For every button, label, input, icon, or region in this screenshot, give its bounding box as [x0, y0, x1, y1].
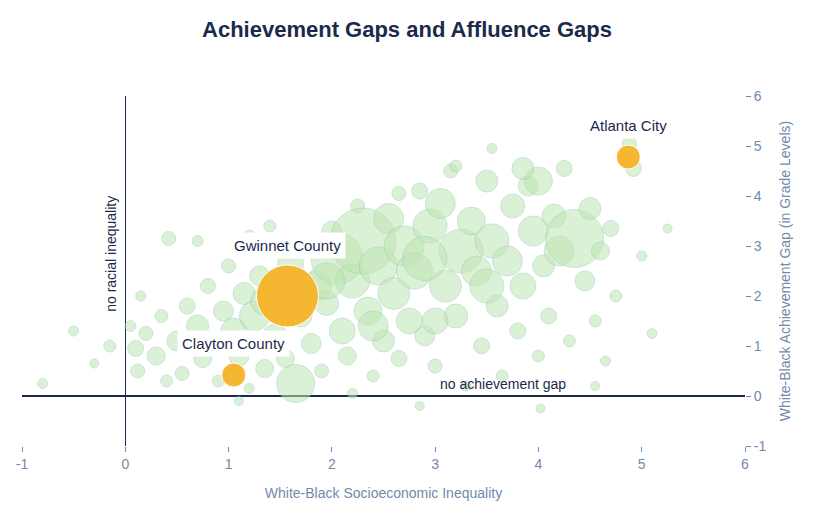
svg-text:White-Black Socioeconomic Ineq: White-Black Socioeconomic Inequality	[265, 485, 502, 501]
svg-text:3: 3	[754, 238, 762, 254]
svg-text:Atlanta City: Atlanta City	[590, 117, 667, 134]
svg-text:Gwinnet County: Gwinnet County	[234, 237, 341, 254]
svg-text:2: 2	[328, 456, 336, 472]
svg-text:4: 4	[754, 188, 762, 204]
svg-text:White-Black Achievement Gap (i: White-Black Achievement Gap (in Grade Le…	[777, 121, 793, 421]
svg-text:Achievement Gaps and Affluence: Achievement Gaps and Affluence Gaps	[202, 17, 612, 42]
svg-text:0: 0	[121, 456, 129, 472]
svg-text:1: 1	[225, 456, 233, 472]
svg-text:5: 5	[638, 456, 646, 472]
svg-text:3: 3	[431, 456, 439, 472]
svg-text:1: 1	[754, 338, 762, 354]
svg-text:2: 2	[754, 288, 762, 304]
svg-text:0: 0	[754, 388, 762, 404]
svg-text:6: 6	[741, 456, 749, 472]
svg-text:no achievement gap: no achievement gap	[440, 376, 566, 392]
svg-text:5: 5	[754, 138, 762, 154]
svg-text:4: 4	[535, 456, 543, 472]
svg-text:Clayton County: Clayton County	[182, 335, 285, 352]
svg-text:6: 6	[754, 88, 762, 104]
svg-text:no racial inequality: no racial inequality	[103, 196, 119, 312]
svg-text:-1: -1	[754, 438, 767, 454]
svg-text:-1: -1	[16, 456, 29, 472]
